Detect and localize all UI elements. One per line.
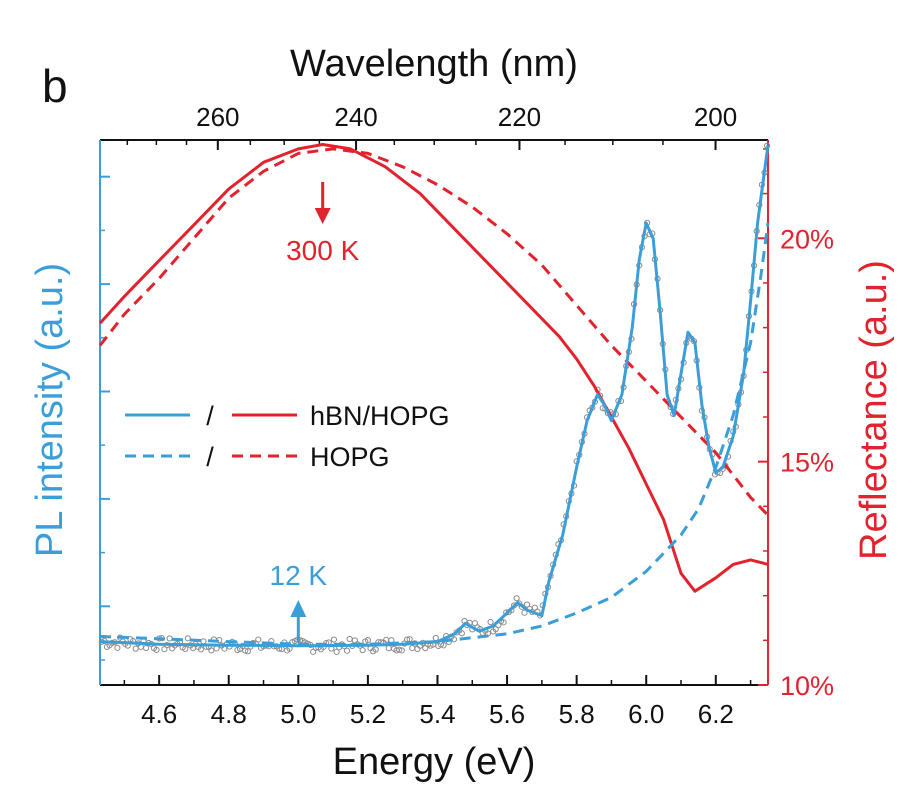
pl-solid-line [99, 144, 770, 648]
raw-data-point [432, 634, 439, 642]
x-tick-label: 6.2 [698, 699, 734, 729]
y-right-tick-label: 15% [780, 448, 834, 478]
raw-data-point [242, 647, 249, 654]
raw-data-point [487, 618, 494, 626]
x-axis-label: Energy (eV) [333, 741, 536, 783]
x2-tick-label: 260 [196, 102, 239, 132]
x-tick-label: 6.0 [628, 699, 664, 729]
x-tick-label: 5.2 [350, 699, 386, 729]
y-left-axis-label: PL intensity (a.u.) [29, 263, 71, 557]
raw-data-point [137, 643, 144, 650]
x2-axis-label: Wavelength (nm) [290, 43, 578, 85]
raw-data-point [385, 645, 392, 652]
legend-label: hBN/HOPG [310, 401, 450, 431]
raw-data-point [333, 648, 340, 655]
raw-data-point [213, 645, 220, 652]
reflectance-dashed-line [98, 147, 770, 517]
raw-data-point [255, 636, 262, 643]
raw-data-point [346, 635, 353, 643]
x-tick-label: 5.6 [489, 699, 525, 729]
x-tick-label: 4.8 [211, 699, 247, 729]
raw-data-point [351, 637, 358, 644]
y-right-axis-label: Reflectance (a.u.) [853, 260, 895, 560]
raw-data-point [521, 609, 528, 616]
raw-data-point [372, 646, 379, 653]
raw-data-point [244, 648, 251, 655]
x-tick-label: 5.4 [419, 699, 455, 729]
raw-data-point [500, 619, 507, 626]
panel-label: b [42, 60, 68, 112]
plot-area: 4.6 4.8 5.0 5.2 5.4 5.6 5.8 6.0 6.2 260 240 220 200 1… [98, 102, 834, 729]
raw-data-point [142, 644, 150, 652]
x2-tick-label: 220 [498, 102, 541, 132]
y-right-tick-label: 20% [780, 224, 834, 254]
x-tick-label: 5.0 [280, 699, 316, 729]
raw-data-point [200, 638, 207, 645]
raw-data-point [440, 642, 447, 649]
x-tick-label: 5.8 [559, 699, 595, 729]
raw-data-point [513, 595, 520, 602]
annotation-arrowhead [290, 600, 307, 617]
raw-data-point [184, 635, 191, 642]
raw-data-point [364, 636, 371, 644]
annotation-arrowhead [314, 208, 331, 224]
raw-data-point [166, 635, 173, 642]
reflectance-solid-line [98, 143, 769, 593]
raw-data-point [182, 645, 189, 652]
annotation-label: 300 K [286, 235, 359, 266]
legend-separator: / [206, 442, 214, 472]
y-right-tick-label: 10% [780, 671, 834, 701]
annotation-label: 12 K [270, 560, 328, 591]
legend-label: HOPG [310, 442, 390, 472]
raw-data-point [359, 647, 366, 654]
raw-data-point [153, 646, 160, 654]
x2-tick-label: 200 [694, 102, 737, 132]
raw-data-point [523, 601, 531, 608]
raw-data-point [114, 644, 121, 651]
x2-tick-label: 240 [334, 102, 377, 132]
pl-dashed-line [99, 222, 770, 646]
legend-separator: / [206, 401, 214, 431]
raw-data-point [132, 645, 139, 652]
raw-data-point [208, 647, 215, 654]
raw-data-point [197, 646, 204, 653]
raw-data-point [343, 647, 351, 654]
raw-data-point [458, 630, 465, 637]
raw-data-point [396, 646, 403, 653]
raw-data-point [398, 647, 405, 654]
x-tick-label: 4.6 [141, 699, 177, 729]
raw-data-point [330, 636, 338, 643]
